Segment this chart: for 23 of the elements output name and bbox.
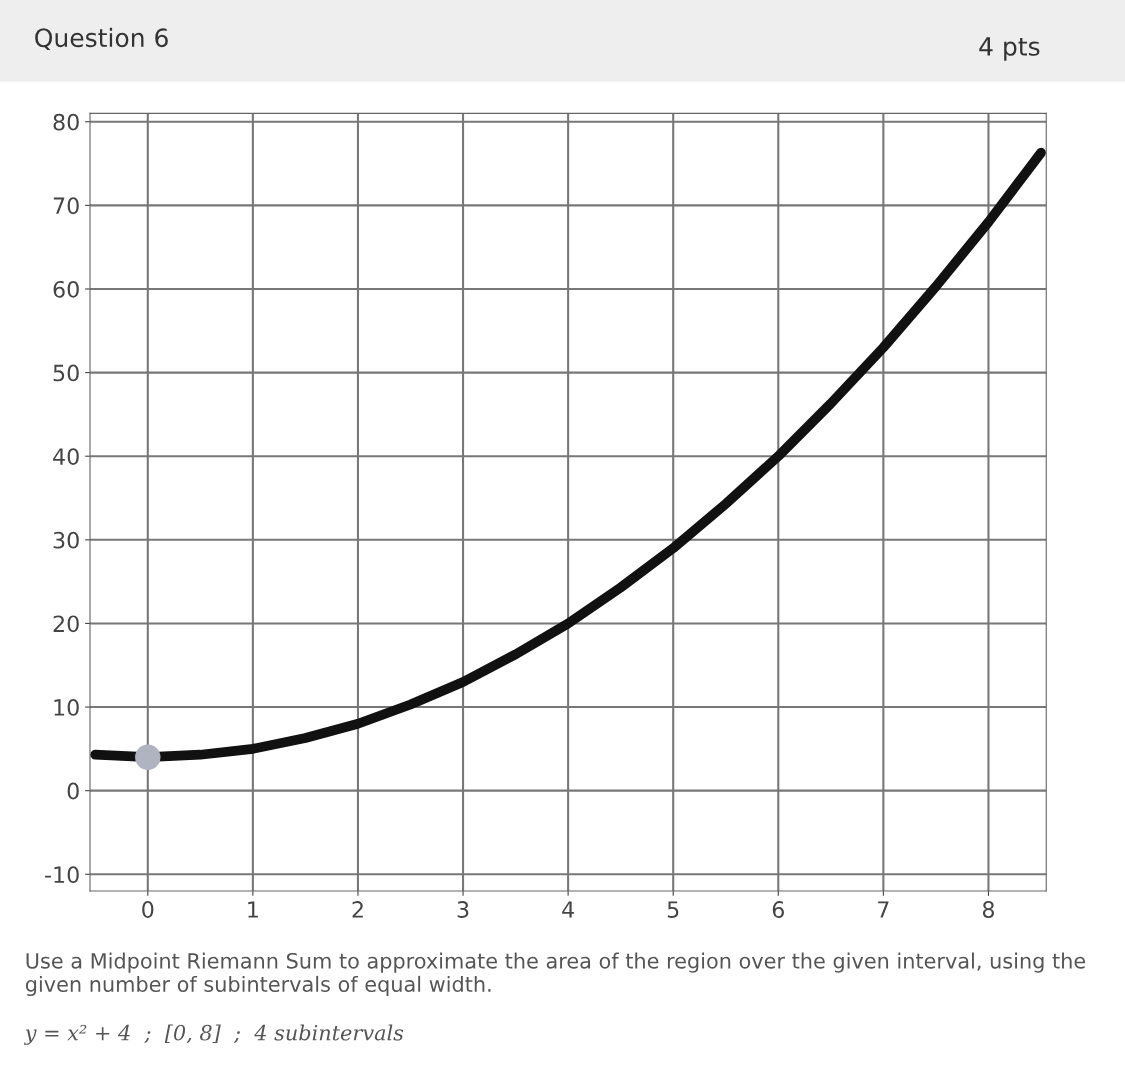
text: 4 pts (979, 37, 1040, 61)
y-tick-label: 30 (53, 531, 79, 549)
chart-title: Question 6 (35, 27, 168, 51)
x-tick-label: 2 (352, 901, 363, 918)
y-tick-label: 10 (54, 699, 79, 716)
x-tick-label: 7 (878, 901, 889, 918)
x-tick-label: 8 (982, 901, 994, 918)
y-tick-label: 20 (53, 615, 79, 633)
text: y = x² + 4 ; [0, 8] ; 4 subintervals (23, 1024, 404, 1045)
y-tick-label: 0 (67, 782, 79, 800)
x-tick-label: 3 (457, 901, 469, 918)
x-tick-label: 6 (772, 901, 784, 918)
x-tick-label: 5 (667, 901, 679, 918)
y-tick-label: 80 (53, 113, 79, 131)
y-tick-label: -10 (45, 866, 79, 884)
y-tick-label: 60 (53, 280, 79, 298)
x-tick-label: 4 (562, 901, 574, 918)
x-tick-label: 1 (248, 901, 258, 918)
text: Use a Midpoint Riemann Sum to approximate the area of the region over the given interval, using the given number of subintervals of equal width. (25, 952, 1086, 997)
x-tick-label: 0 (142, 901, 154, 918)
y-tick-label: 40 (53, 448, 79, 465)
y-tick-label: 70 (53, 197, 79, 215)
y-tick-label: 50 (53, 364, 79, 382)
